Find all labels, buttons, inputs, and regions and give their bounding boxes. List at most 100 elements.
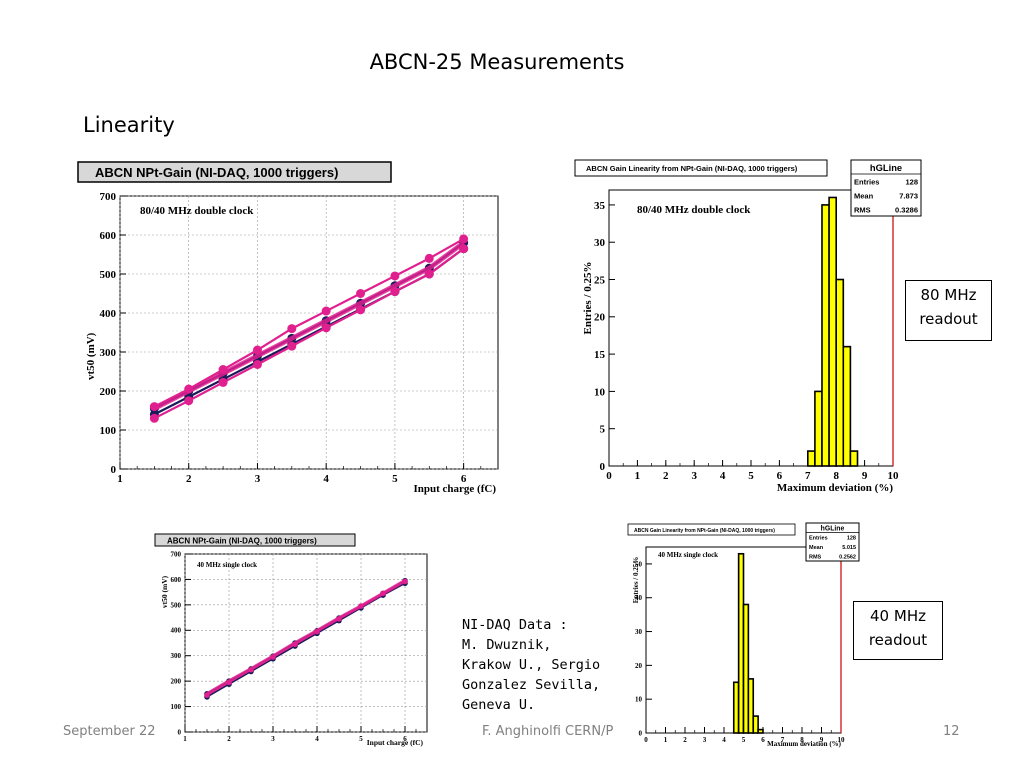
x-tick-label: 2 [683, 736, 687, 744]
y-tick-label: 20 [594, 312, 606, 324]
y-tick-label: 700 [100, 191, 117, 203]
credit-line: NI-DAQ Data : [462, 617, 568, 633]
x-tick-label: 3 [703, 736, 707, 744]
stats-frame [805, 522, 860, 562]
stats-key: Mean [809, 545, 824, 551]
data-credit: NI-DAQ Data : M. Dwuznik, Krakow U., Ser… [462, 615, 600, 715]
data-point [252, 359, 262, 369]
y-tick-label: 15 [594, 349, 606, 361]
footer-author: F. Anghinolfi CERN/P [482, 724, 614, 739]
x-tick-label: 0 [606, 470, 612, 482]
y-axis-label: Entries / 0.25% [632, 557, 640, 603]
y-tick-label: 25 [594, 274, 606, 286]
y-tick-label: 0 [600, 461, 606, 473]
stats-name: hGLine [870, 163, 902, 173]
plot-frame [119, 195, 499, 470]
stats-value: 0.3286 [895, 206, 918, 215]
y-axis-label: Entries / 0.25% [582, 261, 594, 334]
histogram-chart-80: 0 1 2 3 4 5 6 7 8 9 10 0 5 10 15 20 25 30 35 hGLine Entries 1… [574, 159, 922, 494]
x-tick-label: 7 [781, 736, 785, 744]
series-band [153, 240, 466, 411]
credit-line: Geneva U. [462, 697, 536, 713]
y-tick-label: 400 [171, 627, 182, 635]
histogram-bar [842, 345, 852, 467]
x-tick-label: 4 [722, 736, 726, 744]
data-point [459, 234, 469, 244]
data-point [287, 324, 297, 334]
data-point [390, 271, 400, 281]
plot-linearity-80: 1 2 3 4 5 6 0 100 200 300 400 500 600 700 ABCN NPt-Gai… [77, 160, 508, 500]
x-tick-label: 6 [461, 473, 467, 485]
data-point [321, 306, 331, 316]
y-tick-label: 500 [100, 269, 117, 281]
stats-key: Mean [854, 192, 874, 201]
y-tick-label: 600 [171, 576, 182, 584]
plot-linearity-40: 1 2 3 4 5 6 0 100 200 300 400 500 600 700 ABCN NPt-Gai… [154, 532, 445, 762]
stats-value: 7.873 [899, 192, 918, 201]
stats-key: RMS [854, 206, 871, 215]
y-tick-label: 300 [100, 347, 117, 359]
data-point [218, 377, 228, 387]
x-tick-label: 1 [664, 736, 668, 744]
stats-key: Entries [809, 536, 828, 542]
chart-title: ABCN Gain Linearity from NPt-Gain (NI-DA… [634, 528, 775, 534]
x-axis-label: Maximum deviation (%) [777, 482, 893, 494]
stats-value: 5.015 [842, 545, 856, 551]
readout-80-line2: readout [919, 310, 978, 328]
x-tick-label: 8 [833, 470, 839, 482]
y-tick-label: 30 [594, 237, 606, 249]
series-line [153, 237, 465, 408]
readout-40-line2: readout [868, 631, 928, 649]
chart-annotation: 80/40 MHz double clock [637, 204, 751, 216]
stats-value: 0.2562 [839, 555, 856, 561]
histogram-bar [807, 450, 816, 467]
x-tick-label: 6 [403, 735, 407, 743]
y-tick-label: 400 [100, 308, 117, 320]
plot-histogram-80: 0 1 2 3 4 5 6 7 8 9 10 0 5 10 15 20 25 30 35 hGLine Entries 1… [574, 158, 925, 498]
x-tick-label: 3 [255, 473, 261, 485]
series-band [206, 579, 406, 696]
histogram-chart-40: 0 1 2 3 4 5 6 7 8 9 10 0 10 20 30 40 50 hGLine Entries 128 M… [627, 522, 860, 748]
y-tick-label: 200 [171, 678, 182, 686]
chart-annotation: 40 MHz single clock [658, 551, 718, 559]
chart-title: ABCN NPt-Gain (NI-DAQ, 1000 triggers) [167, 537, 317, 546]
data-point [184, 396, 194, 406]
series-line [153, 247, 465, 420]
x-tick-label: 0 [644, 736, 648, 744]
y-tick-label: 5 [600, 424, 606, 436]
readout-80-label: 80 MHz readout [905, 280, 992, 341]
readout-80-line1: 80 MHz [920, 286, 977, 304]
y-tick-label: 50 [635, 560, 643, 568]
y-tick-label: 500 [171, 601, 182, 609]
histogram-bar [757, 728, 764, 734]
x-tick-label: 4 [720, 470, 726, 482]
y-tick-label: 10 [594, 386, 606, 398]
y-tick-label: 0 [639, 729, 643, 737]
plot-histogram-40: 0 1 2 3 4 5 6 7 8 9 10 0 10 20 30 40 50 hGLine Entries 128 M… [626, 520, 866, 750]
stats-frame [850, 159, 922, 217]
data-point [287, 341, 297, 351]
x-axis-label: Input charge (fC) [414, 483, 497, 495]
x-tick-label: 9 [820, 736, 824, 744]
x-tick-label: 9 [862, 470, 868, 482]
chart-title: ABCN Gain Linearity from NPt-Gain (NI-DA… [586, 164, 798, 173]
y-axis-label: vt50 (mV) [160, 575, 169, 608]
y-tick-label: 35 [594, 200, 606, 212]
x-tick-label: 2 [227, 735, 231, 743]
x-axis-label: Input charge (fC) [367, 738, 424, 747]
x-tick-label: 6 [761, 736, 765, 744]
histogram-bar [821, 204, 830, 467]
histogram-bar [835, 278, 845, 467]
data-point [356, 289, 366, 298]
x-tick-label: 5 [742, 736, 746, 744]
section-heading: Linearity [83, 113, 175, 137]
stats-value: 128 [905, 178, 918, 187]
linearity-chart-80: 1 2 3 4 5 6 0 100 200 300 400 500 600 700 ABCN NPt-Gai… [77, 161, 499, 495]
readout-40-label: 40 MHz readout [853, 601, 943, 660]
y-tick-label: 20 [635, 662, 643, 670]
y-tick-label: 600 [100, 230, 117, 242]
credit-line: Krakow U., Sergio [462, 657, 601, 673]
y-tick-label: 30 [635, 628, 643, 636]
y-tick-label: 10 [635, 696, 643, 704]
y-tick-label: 200 [100, 386, 117, 398]
